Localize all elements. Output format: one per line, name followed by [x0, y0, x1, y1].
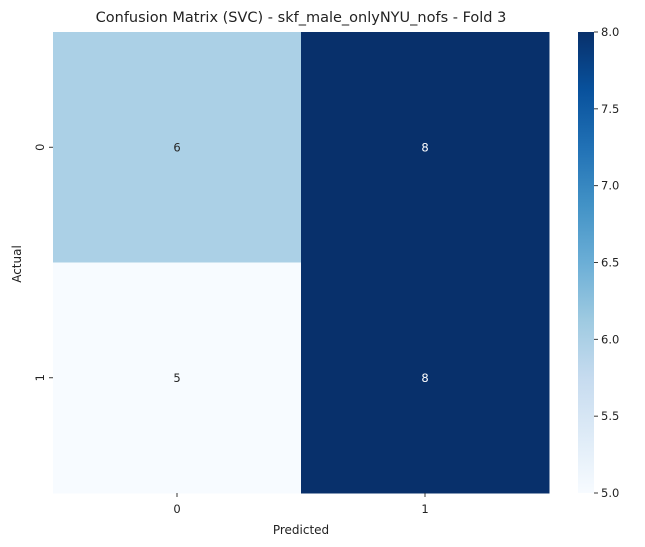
colorbar-tick-label-0: 5.0: [601, 486, 619, 500]
x-axis-label: Predicted: [273, 523, 329, 537]
heatmap-cells: [53, 32, 550, 494]
colorbar-tick-label-3: 6.5: [601, 256, 619, 270]
cell-value-r1-c0: 5: [173, 371, 180, 385]
y-tick-label-0: 0: [33, 144, 47, 151]
y-axis-label: Actual: [10, 245, 24, 283]
cell-value-r1-c1: 8: [421, 371, 428, 385]
x-tick-label-1: 1: [421, 502, 428, 516]
colorbar-tick-label-5: 7.5: [601, 102, 619, 116]
y-tick-label-1: 1: [33, 374, 47, 381]
heatmap-cell-r0-c0: [53, 32, 302, 263]
x-tick-label-0: 0: [173, 502, 180, 516]
heatmap-cell-r1-c1: [301, 262, 550, 494]
y-axis-ticks: 01: [33, 144, 53, 381]
colorbar-tick-label-6: 8.0: [601, 25, 619, 39]
cell-value-r0-c0: 6: [173, 140, 180, 154]
colorbar-tick-label-4: 7.0: [601, 179, 619, 193]
colorbar-tick-label-2: 6.0: [601, 332, 619, 346]
heatmap-cell-r1-c0: [53, 262, 302, 494]
heatmap-cell-labels: 6 8 5 8: [173, 140, 428, 385]
heatmap-cell-r0-c1: [301, 32, 550, 263]
cell-value-r0-c1: 8: [421, 140, 428, 154]
chart-title: Confusion Matrix (SVC) - skf_male_onlyNY…: [96, 10, 507, 26]
colorbar-ticks: 5.0 5.5 6.0 6.5 7.0 7.5 8.0: [594, 25, 619, 500]
colorbar: [578, 32, 594, 493]
colorbar-tick-label-1: 5.5: [601, 409, 619, 423]
